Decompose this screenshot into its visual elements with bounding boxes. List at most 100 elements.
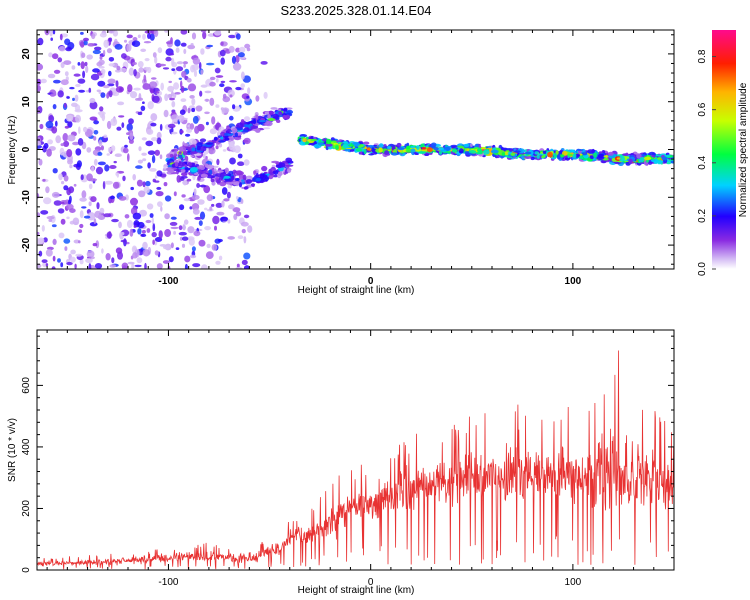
spectrogram-blob	[255, 172, 259, 179]
spectrogram-blob	[510, 152, 516, 156]
spectrogram-blob	[232, 144, 236, 153]
spectrogram-blob	[41, 225, 45, 232]
spectrogram-blob	[142, 181, 146, 188]
spectrogram-blob	[167, 123, 176, 129]
y-tick-label: 10	[21, 96, 32, 108]
spectrogram-blob	[264, 176, 270, 182]
spectrogram-blob	[51, 191, 60, 198]
spectrogram-blob	[304, 141, 310, 145]
spectrogram-blob	[371, 147, 375, 153]
spectrogram-blob	[156, 263, 163, 269]
spectrogram-blob	[109, 195, 115, 200]
spectrogram-blob	[129, 132, 134, 141]
spectrogram-blob	[119, 87, 123, 92]
spectrogram-blob	[166, 41, 173, 45]
spectrogram-blob	[97, 80, 106, 87]
spectrogram-blob	[37, 231, 40, 236]
spectrogram-blob	[82, 70, 86, 79]
spectrogram-blob	[318, 140, 322, 143]
spectrogram-blob	[206, 164, 214, 170]
spectrogram-blob	[420, 143, 425, 148]
spectrogram-blob	[47, 73, 56, 79]
spectrogram-blob	[136, 257, 143, 264]
spectrogram-blob	[206, 44, 214, 48]
y-tick-label: 0	[21, 146, 32, 152]
spectrogram-blob	[150, 88, 154, 94]
y-tick-label: 600	[21, 377, 32, 394]
spectrogram-blob	[183, 143, 189, 147]
spectrogram-blob	[45, 249, 53, 257]
spectrogram-blob	[83, 40, 88, 46]
spectrogram-blob	[175, 247, 180, 251]
spectrogram-blob	[175, 47, 180, 53]
spectrogram-blob	[67, 159, 73, 165]
spectrogram-blob	[137, 228, 142, 235]
spectrogram-blob	[66, 261, 73, 266]
spectrogram-blob	[37, 37, 44, 46]
spectrogram-blob	[181, 243, 186, 248]
spectrogram-blob	[108, 30, 115, 34]
spectrogram-blob	[197, 175, 201, 181]
spectrogram-blob	[121, 122, 125, 128]
spectrogram-blob	[116, 126, 122, 131]
spectrogram-blob	[283, 107, 288, 112]
spectrogram-blob	[40, 78, 47, 84]
spectrogram-blob	[72, 141, 80, 146]
spectrogram-blob	[218, 140, 225, 143]
spectrogram-blob	[53, 79, 61, 84]
spectrogram-blob	[48, 219, 53, 222]
spectrogram-blob	[90, 73, 100, 81]
spectrogram-blob	[317, 142, 324, 146]
spectrogram-blob	[81, 52, 86, 58]
spectrogram-blob	[131, 263, 135, 269]
spectrogram-blob	[163, 182, 168, 187]
spectrogram-blob	[76, 160, 82, 168]
spectrogram-blob	[440, 149, 447, 152]
spectrogram-blob	[237, 153, 243, 159]
spectrogram-blob	[85, 65, 89, 74]
spectrogram-blob	[147, 150, 156, 155]
spectrogram-blob	[168, 168, 175, 173]
spectrogram-blob	[191, 194, 200, 200]
spectrogram-blob	[378, 147, 383, 153]
spectrogram-blob	[178, 77, 182, 81]
x-tick-label: 0	[368, 276, 374, 287]
spectrogram-blob	[132, 37, 138, 41]
spectrogram-blob	[228, 45, 235, 53]
spectrogram-blob	[572, 153, 577, 159]
spectrogram-blob	[73, 183, 77, 187]
spectrogram-blob	[92, 49, 101, 55]
spectrogram-blob	[191, 32, 197, 40]
spectrogram-blob	[78, 126, 81, 134]
spectrogram-blob	[179, 204, 185, 211]
spectrogram-blob	[142, 158, 147, 162]
spectrogram-blob	[63, 140, 70, 147]
spectrogram-blob	[92, 243, 98, 247]
spectrogram-blob	[249, 176, 253, 181]
spectrogram-blob	[74, 263, 77, 269]
spectrogram-blob	[268, 168, 272, 174]
spectrogram-blob	[366, 147, 371, 151]
spectrogram-blob	[255, 178, 261, 182]
spectrogram-blob	[65, 47, 72, 52]
spectrogram-blob	[102, 181, 106, 190]
colorbar-tick-label: 0.6	[697, 102, 708, 116]
spectrogram-blob	[211, 203, 215, 207]
spectrogram-blob	[85, 258, 93, 264]
spectrogram-blob	[132, 174, 136, 181]
spectrogram-blob	[171, 149, 175, 152]
spectrogram-blob	[241, 179, 245, 182]
spectrogram-blob	[158, 230, 163, 239]
spectrogram-blob	[169, 97, 175, 101]
spectrogram-blob	[168, 80, 172, 84]
spectrogram-blob	[60, 62, 65, 69]
spectrogram-y-label: Frequency (Hz)	[7, 116, 18, 185]
spectrogram-blob	[182, 223, 186, 231]
spectrogram-blob	[66, 96, 70, 99]
spectrogram-blob	[107, 147, 112, 153]
spectrogram-blob	[132, 252, 138, 259]
spectrogram-blob	[63, 238, 71, 244]
spectrogram-blob	[183, 219, 189, 225]
spectrogram-blob	[133, 225, 137, 228]
spectrogram-blob	[97, 151, 103, 156]
